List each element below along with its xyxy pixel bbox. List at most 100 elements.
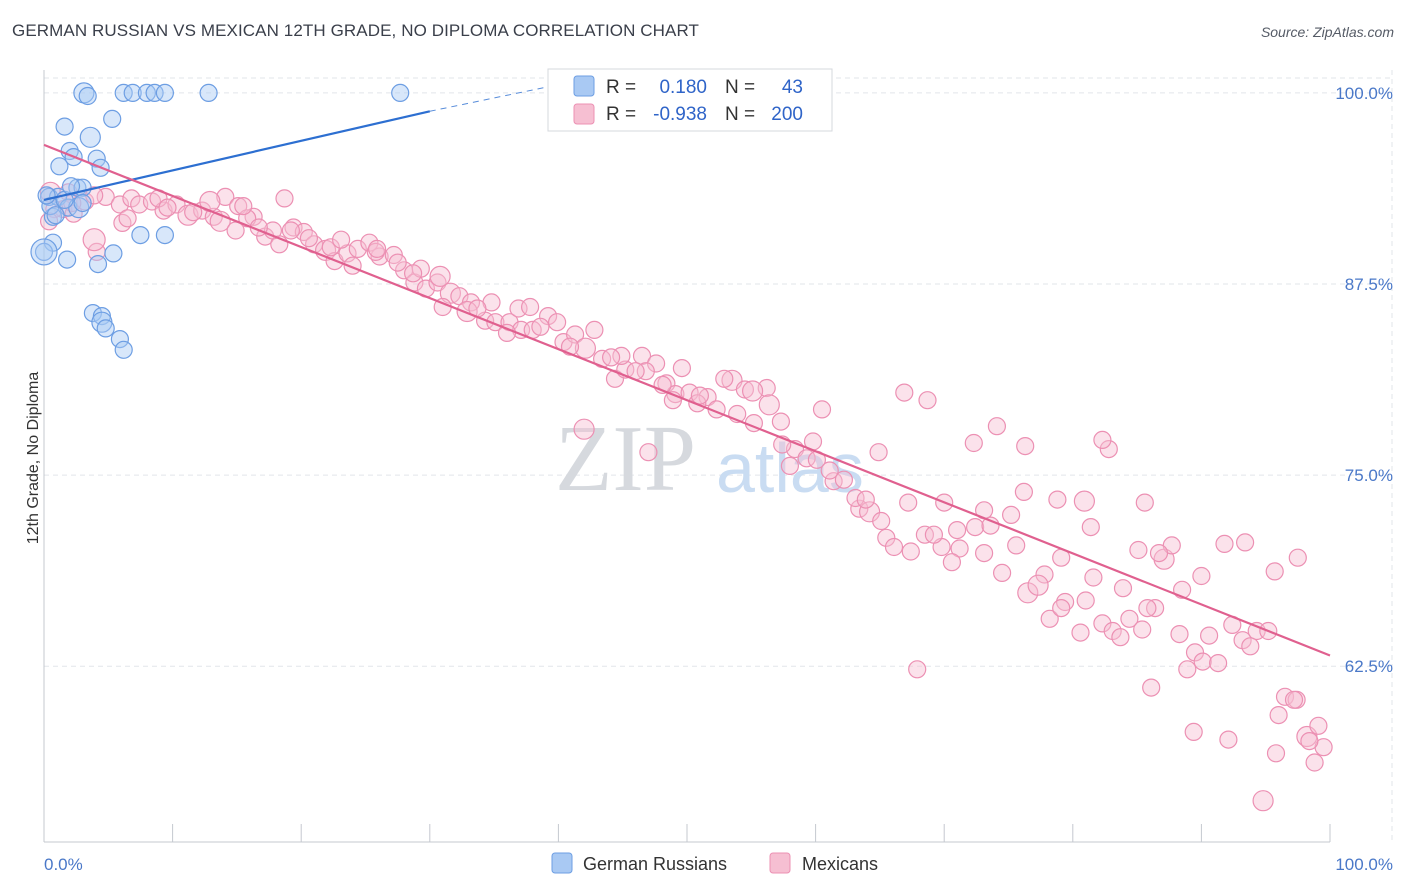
mexicans-point-151 [1269,705,1288,725]
legend-n-value-2: 200 [771,104,803,125]
y-tick-label-1: 75.0% [1345,466,1393,485]
mexicans-point-79 [1040,609,1059,628]
mexicans-point-165 [1073,490,1096,512]
mexicans-point-195 [672,359,692,378]
german-russians-trend-extension [429,84,559,112]
mexicans-point-81 [1071,623,1090,642]
mexicans-point-199 [856,490,875,509]
mexicans-point-64 [834,470,854,489]
x-tick-label-max: 100.0% [1335,855,1393,874]
bottom-legend-blue-swatch [551,852,573,874]
mexicans-point-123 [509,299,528,318]
mexicans-point-large [82,228,106,252]
mexicans-point-204 [1093,430,1112,449]
mexicans-point-46 [605,369,625,388]
mexicans-point-121 [456,300,478,323]
mexicans-point-150 [1241,637,1260,656]
mexicans-point-153 [1300,731,1319,751]
mexicans-point-202 [1014,482,1034,501]
mexicans-point-68 [884,537,904,557]
mexicans-point-192 [601,348,621,367]
legend-n-label-1: N = [725,77,755,98]
german-russians-point-34 [96,319,115,338]
german-russians-point-large [30,238,58,266]
mexicans-point-135 [820,461,839,480]
german-russians-point-27 [104,244,123,263]
mexicans-point-162 [987,417,1007,436]
mexicans-point-145 [1076,591,1095,610]
mexicans-point-146 [1111,628,1130,647]
mexicans-point-103 [1305,753,1324,772]
legend-n-value-1: 43 [782,77,803,98]
mexicans-point-132 [741,380,764,402]
mexicans-points [39,181,1333,812]
mexicans-point-89 [1170,624,1189,644]
mexicans-point-90 [1185,643,1205,662]
chart-title: GERMAN RUSSIAN VS MEXICAN 12TH GRADE, NO… [12,21,700,40]
chart-source: Source: ZipAtlas.com [1260,24,1394,40]
mexicans-point-44 [574,337,597,359]
mexicans-point-163 [1016,437,1035,456]
mexicans-point-67 [877,528,896,547]
mexicans-point-196 [690,386,710,405]
mexicans-point-86 [1133,620,1152,639]
mexicans-point-5 [110,195,130,214]
mexicans-point-82 [1084,568,1103,587]
mexicans-point-169 [1192,566,1211,586]
watermark-zip: ZIP [555,407,696,511]
mexicans-point-25 [348,239,367,258]
mexicans-point-131 [715,369,734,388]
mexicans-point-113 [281,221,300,240]
mexicans-point-142 [1001,505,1021,525]
mexicans-point-185 [368,239,387,258]
mexicans-point-78 [1035,565,1054,584]
y-tick-labels: 62.5% 75.0% 87.5% 100.0% [1335,84,1393,676]
mexicans-point-76 [1007,536,1026,555]
german-russians-trend-line [43,110,431,202]
mexicans-point-187 [429,265,451,287]
mexicans-point-66 [858,501,881,523]
mexicans-point-72 [950,539,969,558]
mexicans-point-159 [895,383,914,402]
mexicans-point-138 [899,493,918,512]
mexicans-point-209 [1252,790,1274,812]
mexicans-point-182 [226,221,245,240]
mexicans-point-172 [1265,562,1284,581]
axes [43,70,1331,843]
mexicans-point-83 [1093,614,1112,633]
mexicans-point-149 [1199,626,1219,645]
trend-lines [43,84,1331,657]
mexicans-point-206 [1149,543,1169,563]
mexicans-point-102 [1266,744,1286,763]
mexicans-point-213 [942,553,962,572]
german-russians-point-36 [114,340,133,359]
mexicans-point-128 [636,362,655,381]
y-tick-label-2: 87.5% [1345,275,1393,294]
legend-blue-swatch [573,75,595,97]
mexicans-point-91 [1193,652,1212,671]
mexicans-point-15 [229,197,248,216]
mexicans-point-118 [388,253,407,272]
german-russians-point-30 [34,242,54,261]
mexicans-point-177 [234,197,253,216]
german-russians-point-11 [79,126,101,148]
mexicans-point-208 [1219,730,1238,749]
mexicans-point-198 [758,394,780,416]
german-russians-point-28 [57,250,77,269]
mexicans-point-69 [901,542,920,561]
bottom-legend-pink-swatch [769,852,791,874]
bottom-legend-mexicans: Mexicans [802,854,878,874]
y-tick-label-0: 62.5% [1345,657,1393,676]
mexicans-point-178 [275,189,294,208]
mexicans-point-161 [964,433,983,453]
mexicans-point-75 [992,563,1012,583]
mexicans-point-190 [520,297,540,317]
mexicans-point-139 [924,525,944,544]
mexicans-point-191 [547,313,567,332]
german-russians-point-7 [391,83,410,103]
mexicans-point-117 [366,242,385,261]
mexicans-point-87 [1145,598,1165,618]
mexicans-point-158 [869,443,888,462]
mexicans-point-207 [1178,660,1197,679]
mexicans-point-85 [1120,609,1139,628]
